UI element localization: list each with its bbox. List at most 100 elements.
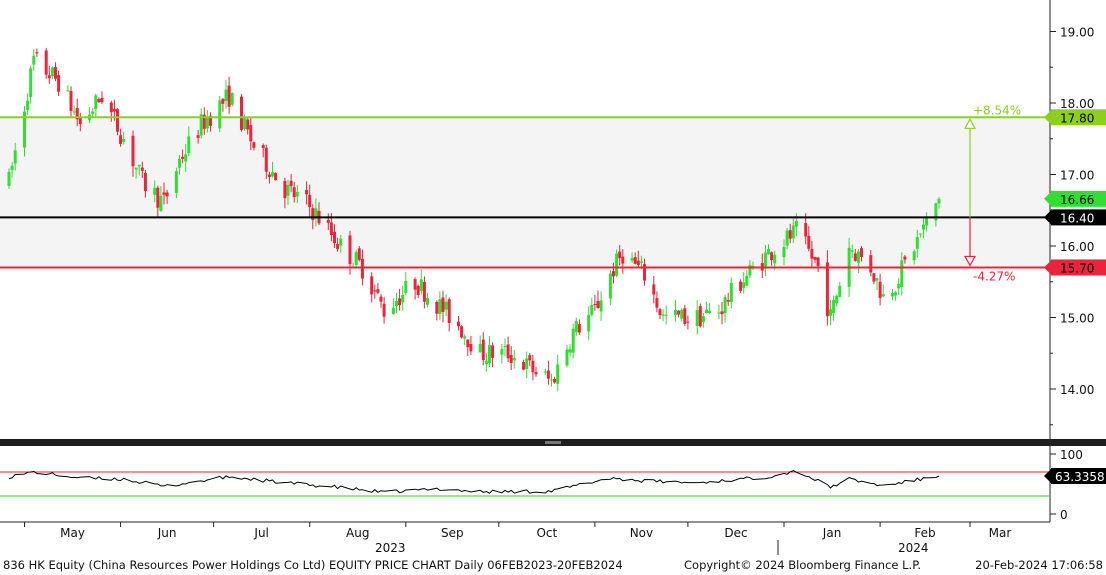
candle (599, 291, 603, 321)
candle-body (491, 345, 495, 358)
candle (565, 344, 569, 368)
candle-body (500, 349, 504, 355)
candle-body (618, 251, 622, 259)
candle-body (75, 107, 79, 120)
candle (782, 239, 786, 265)
candle (202, 107, 206, 135)
candle-body (50, 67, 54, 77)
candle (506, 336, 510, 363)
candle-body (227, 85, 231, 107)
candle-body (289, 180, 293, 186)
candle (481, 332, 485, 366)
candle-body (891, 292, 894, 297)
candle-body (305, 189, 309, 195)
candle (748, 260, 752, 279)
candle-body (47, 75, 51, 79)
candle (925, 212, 929, 232)
month-label: Dec (724, 526, 747, 540)
rsi-tick-label: 0 (1060, 508, 1068, 522)
candle (469, 335, 473, 355)
candle-body (869, 255, 873, 273)
candle (723, 294, 727, 323)
candle-body (348, 235, 352, 264)
candle (305, 181, 309, 205)
candle (596, 290, 600, 309)
candle-body (131, 135, 135, 167)
candle (742, 272, 746, 294)
candle-body (178, 158, 181, 168)
candle (205, 109, 209, 133)
candle (655, 291, 659, 313)
candle (460, 325, 464, 339)
candle (900, 252, 904, 296)
candle (686, 315, 690, 330)
candle (271, 161, 274, 178)
candle-body (209, 115, 212, 126)
candle-body (850, 250, 854, 252)
candle-body (937, 198, 941, 204)
candle (57, 70, 61, 97)
candle-body (745, 275, 749, 286)
last-price-bg (1051, 190, 1106, 207)
candle-body (767, 249, 770, 255)
candle-body (391, 307, 395, 315)
ref-label-bg-resistance (1051, 109, 1106, 126)
last-price-label: 16.66 (1060, 193, 1094, 207)
candle (512, 350, 516, 369)
candle (556, 354, 560, 392)
candle-body (134, 167, 138, 170)
candle (119, 128, 123, 147)
candle (426, 292, 429, 308)
candle-body (221, 98, 225, 104)
candle-body (57, 75, 61, 92)
candle-body (308, 194, 312, 207)
candle-body (329, 222, 333, 236)
candle (416, 284, 420, 299)
candle-body (835, 295, 839, 304)
candle (159, 186, 163, 212)
year-label-2023: 2023 (375, 541, 406, 555)
candle-body (339, 238, 343, 246)
chart-title: 836 HK Equity (China Resources Power Hol… (3, 558, 623, 572)
candle-body (122, 138, 126, 142)
candle-body (509, 355, 513, 364)
candle (100, 91, 104, 104)
candle-body (249, 125, 253, 142)
candle (50, 66, 54, 80)
candle (404, 271, 408, 296)
candle-body (698, 306, 702, 327)
candle (677, 309, 681, 318)
rsi-line (8, 469, 940, 494)
candle-body (571, 328, 575, 353)
candle (447, 297, 451, 332)
candle-body (23, 111, 26, 148)
candle (937, 197, 941, 209)
candle-body (804, 223, 808, 237)
candle-body (435, 301, 439, 314)
candle (918, 233, 922, 238)
candle-body (91, 111, 95, 114)
candle-body (159, 195, 163, 211)
candle-body (10, 165, 14, 171)
candle-body (621, 256, 625, 264)
y-tick-label: 18.00 (1060, 97, 1094, 111)
candle (832, 295, 836, 321)
candle-body (652, 284, 656, 295)
candle-body (503, 346, 507, 348)
candle-body (69, 91, 73, 112)
candle-body (534, 372, 538, 375)
candle-body (748, 264, 752, 276)
candle (658, 308, 662, 320)
candle (891, 289, 894, 300)
candle-body (382, 303, 386, 317)
candle (66, 85, 70, 92)
candle (109, 100, 113, 122)
candle-body (202, 114, 206, 129)
candle (509, 346, 513, 370)
candle (770, 251, 774, 266)
candle (354, 249, 358, 268)
candle-body (26, 100, 30, 110)
candle-body (525, 358, 529, 369)
candle (181, 149, 185, 164)
